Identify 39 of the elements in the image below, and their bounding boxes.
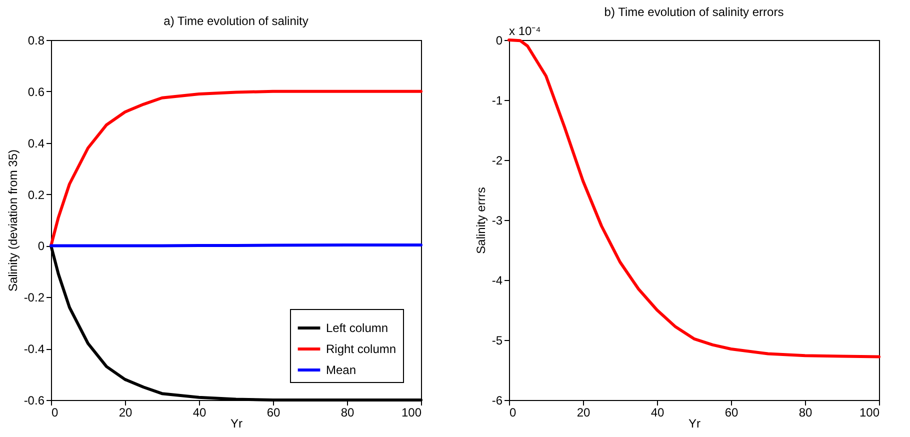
chart-title: a) Time evolution of salinity [164, 14, 308, 28]
x-tick-label: 0 [52, 406, 58, 420]
y-axis-title: Salinity (deviation from 35) [6, 149, 20, 292]
x-tick-label: 80 [798, 406, 812, 420]
legend-label: Right column [326, 342, 396, 356]
x-axis-title: Yr [230, 416, 243, 430]
x-tick-label: 20 [576, 406, 590, 420]
x-tick-label: 80 [340, 406, 354, 420]
x-axis-title: Yr [688, 416, 701, 430]
x-tick-label: 40 [650, 406, 664, 420]
y-tick-label: -0.4 [24, 342, 45, 356]
x-tick-label: 60 [266, 406, 280, 420]
x-tick-label: 40 [192, 406, 206, 420]
x-tick-label: 0 [510, 406, 516, 420]
y-tick-label: 0 [38, 239, 45, 254]
y-tick-label: 0.4 [28, 136, 45, 150]
line-series [50, 90, 422, 248]
legend-label: Left column [326, 321, 388, 335]
y-tick-label: -5 [492, 334, 503, 348]
x-tick-label: 60 [724, 406, 738, 420]
text: x 10⁻⁴ [509, 24, 541, 38]
y-tick-label: 0.8 [28, 34, 45, 48]
line-series [508, 38, 880, 358]
y-tick-label: -2 [492, 154, 503, 168]
y-tick-label: 0.2 [28, 188, 45, 202]
x-tick-label: 100 [401, 406, 422, 420]
x-tick-label: 20 [118, 406, 132, 420]
y-tick-label: -3 [492, 214, 503, 228]
y-tick-label: 0 [496, 34, 503, 48]
y-tick-label: -0.2 [24, 290, 45, 305]
y-tick-label: -6 [492, 394, 503, 408]
y-axis-title: Salinity errrs [474, 187, 488, 254]
chart-title: b) Time evolution of salinity errors [604, 5, 784, 19]
x-tick-label: 100 [859, 406, 880, 420]
y-tick-label: -0.6 [24, 394, 45, 408]
y-tick-label: 0.6 [28, 84, 45, 99]
y-tick-label: -4 [492, 274, 503, 288]
y-tick-label: -1 [492, 94, 503, 108]
legend-label: Mean [326, 363, 356, 377]
